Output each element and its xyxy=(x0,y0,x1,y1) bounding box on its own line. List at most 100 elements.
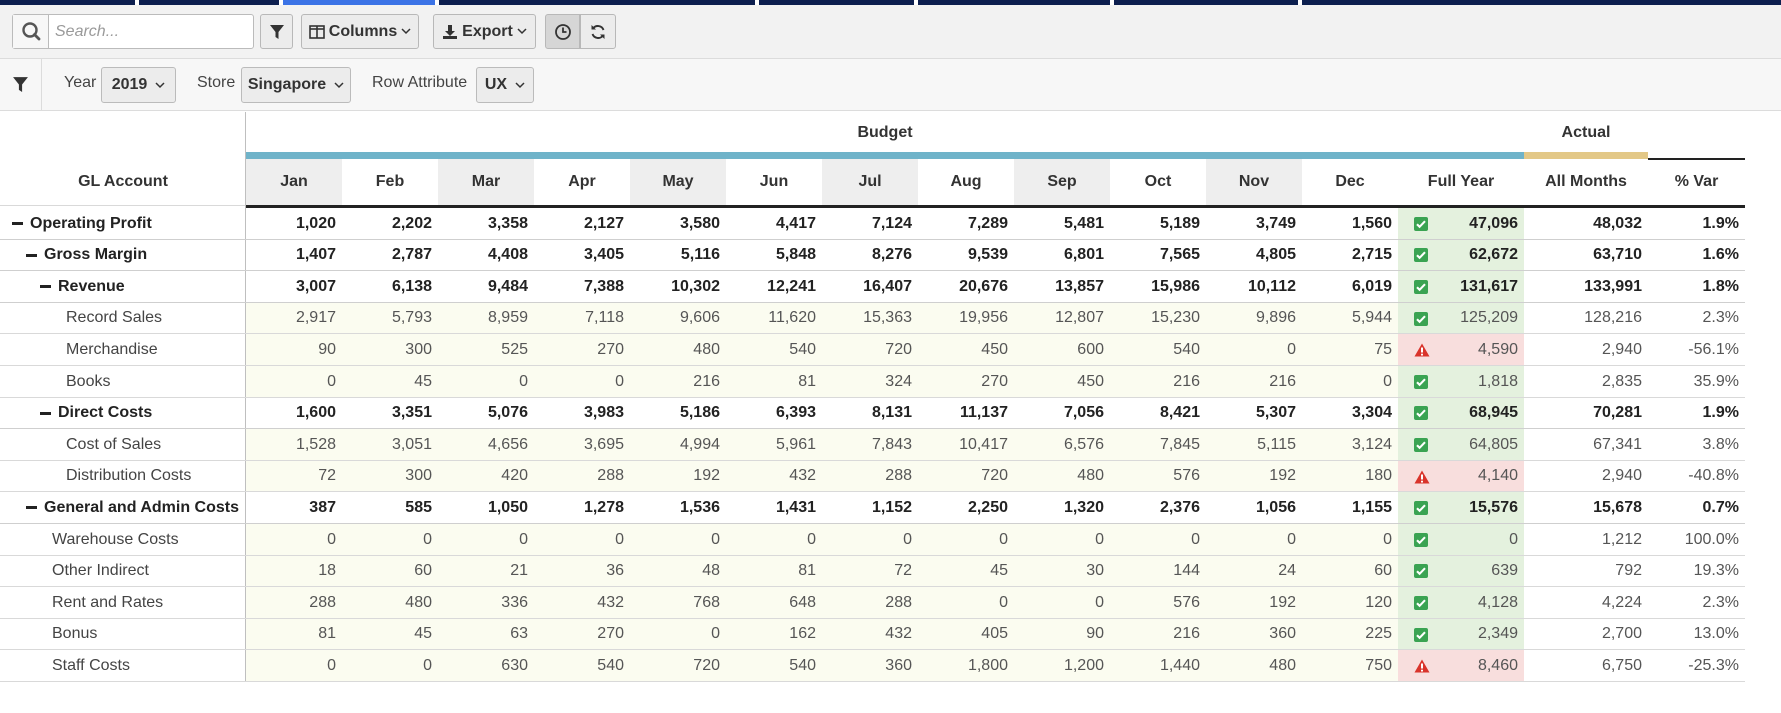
row-label: Rent and Rates xyxy=(52,587,282,618)
month-value-cell: 3,051 xyxy=(391,435,432,453)
month-value-cell: 288 xyxy=(309,593,336,611)
column-header-all-months[interactable]: All Months xyxy=(1545,173,1627,190)
search-input[interactable] xyxy=(53,18,248,45)
collapse-icon[interactable] xyxy=(12,222,23,225)
table-row[interactable]: Operating Profit 1,020 2,202 3,358 2,127 3,58… xyxy=(0,208,1745,240)
filter-toggle-button[interactable] xyxy=(260,14,293,49)
nav-tab-segment-active[interactable] xyxy=(283,0,435,5)
table-row[interactable]: Revenue 3,007 6,138 9,484 7,388 10,302 12,241 1… xyxy=(0,271,1745,303)
table-row[interactable]: General and Admin Costs 387 585 1,050 1,278 1… xyxy=(0,492,1745,524)
month-value-cell: 4,994 xyxy=(679,435,720,453)
month-value-cell: 6,801 xyxy=(1063,246,1104,264)
row-label: Direct Costs xyxy=(40,398,270,429)
month-value-cell: 72 xyxy=(894,562,912,580)
collapse-icon[interactable] xyxy=(26,506,37,510)
collapse-icon[interactable] xyxy=(40,285,51,289)
month-value-cell: 162 xyxy=(789,625,816,643)
table-row[interactable]: Bonus 81 45 63 270 0 162 432 405 90 216 360 225 2,349… xyxy=(0,618,1745,651)
column-header-aug[interactable]: Aug xyxy=(918,159,1014,205)
column-header-may[interactable]: May xyxy=(630,159,726,205)
year-select[interactable]: 2019 xyxy=(101,67,176,103)
month-value-cell: 0 xyxy=(711,530,720,548)
variance-cell: 0.7% xyxy=(1702,498,1739,516)
table-row[interactable]: Other Indirect 18 60 21 36 48 81 72 45 30 144 24 60 6… xyxy=(0,555,1745,588)
refresh-button[interactable] xyxy=(580,14,616,49)
column-header-jan[interactable]: Jan xyxy=(246,159,342,205)
row-label: General and Admin Costs xyxy=(26,492,256,523)
download-icon xyxy=(443,24,458,39)
store-value: Singapore xyxy=(247,76,327,93)
column-header-jun[interactable]: Jun xyxy=(726,159,822,205)
full-year-cell: 4,128 xyxy=(1477,593,1518,611)
month-value-cell: 1,155 xyxy=(1351,498,1392,516)
actual-cell: 2,940 xyxy=(1601,340,1642,358)
row-tint xyxy=(246,429,1398,460)
row-tint xyxy=(246,587,1398,618)
column-header-feb[interactable]: Feb xyxy=(342,159,438,205)
actual-cell: 128,216 xyxy=(1584,309,1642,327)
row-label-text: Books xyxy=(66,372,111,390)
month-value-cell: 540 xyxy=(789,340,816,358)
check-icon xyxy=(1414,595,1428,610)
nav-tab-segment[interactable] xyxy=(0,0,135,5)
export-button[interactable]: Export xyxy=(433,14,536,49)
actual-cell: 792 xyxy=(1615,562,1642,580)
nav-tab-segment[interactable] xyxy=(439,0,755,5)
row-tint xyxy=(246,650,1398,681)
actual-cell: 2,835 xyxy=(1601,372,1642,390)
column-header-sep[interactable]: Sep xyxy=(1014,159,1110,205)
month-value-cell: 300 xyxy=(405,467,432,485)
table-row[interactable]: Record Sales 2,917 5,793 8,959 7,118 9,606 11,… xyxy=(0,302,1745,335)
column-header-dec[interactable]: Dec xyxy=(1302,159,1398,205)
month-value-cell: 0 xyxy=(615,372,624,390)
month-value-cell: 2,787 xyxy=(391,246,432,264)
month-value-cell: 11,137 xyxy=(959,404,1008,422)
gl-account-header[interactable]: GL Account xyxy=(78,173,168,190)
table-row[interactable]: Warehouse Costs 0 0 0 0 0 0 0 0 0 0 0 0 0 1,212 100.0% xyxy=(0,524,1745,556)
column-header-mar[interactable]: Mar xyxy=(438,159,534,205)
table-row[interactable]: Merchandise 90 300 525 270 480 540 720 450 600 540… xyxy=(0,334,1745,366)
history-button[interactable] xyxy=(545,14,580,49)
month-value-cell: 192 xyxy=(1269,467,1296,485)
month-value-cell: 3,358 xyxy=(487,214,528,232)
column-header-oct[interactable]: Oct xyxy=(1110,159,1206,205)
table-row[interactable]: Books 0 45 0 0 216 81 324 270 450 216 216 0 1,818 2,83… xyxy=(0,366,1745,398)
row-label-text: Revenue xyxy=(58,277,125,295)
month-value-cell: 60 xyxy=(414,562,432,580)
table-row[interactable]: Direct Costs 1,600 3,351 5,076 3,983 5,186 6,3… xyxy=(0,397,1745,430)
columns-button[interactable]: Columns xyxy=(301,14,419,49)
month-value-cell: 585 xyxy=(405,498,432,516)
column-header--var[interactable]: % Var xyxy=(1674,173,1719,190)
table-row[interactable]: Rent and Rates 288 480 336 432 768 648 288 0 0 576… xyxy=(0,587,1745,619)
column-header-full-year[interactable]: Full Year xyxy=(1427,173,1495,190)
nav-tab-segment[interactable] xyxy=(1114,0,1298,5)
month-value-cell: 63 xyxy=(510,625,528,643)
search-icon xyxy=(13,15,49,48)
nav-tab-segment[interactable] xyxy=(918,0,1110,5)
table-row[interactable]: Cost of Sales 1,528 3,051 4,656 3,695 4,994 5,… xyxy=(0,429,1745,461)
row-attribute-select[interactable]: UX xyxy=(476,67,534,103)
month-value-cell: 0 xyxy=(999,530,1008,548)
nav-tab-segment[interactable] xyxy=(759,0,914,5)
collapse-icon[interactable] xyxy=(26,253,37,257)
warning-icon xyxy=(1414,659,1430,673)
row-tint xyxy=(246,524,1398,555)
column-header-apr[interactable]: Apr xyxy=(534,159,630,205)
table-row[interactable]: Staff Costs 0 0 630 540 720 540 360 1,800 1,200 1,… xyxy=(0,650,1745,682)
month-value-cell: 0 xyxy=(423,656,432,674)
check-icon xyxy=(1414,248,1428,263)
table-row[interactable]: Distribution Costs 72 300 420 288 192 432 288 72… xyxy=(0,460,1745,493)
month-value-cell: 5,307 xyxy=(1255,404,1296,422)
table-row[interactable]: Gross Margin 1,407 2,787 4,408 3,405 5,116 5,8… xyxy=(0,239,1745,272)
check-icon xyxy=(1414,564,1428,579)
month-value-cell: 216 xyxy=(693,372,720,390)
column-header-jul[interactable]: Jul xyxy=(822,159,918,205)
store-select[interactable]: Singapore xyxy=(241,67,351,103)
check-icon xyxy=(1414,374,1428,389)
month-value-cell: 5,848 xyxy=(775,246,816,264)
column-header-nov[interactable]: Nov xyxy=(1206,159,1302,205)
collapse-icon[interactable] xyxy=(40,411,51,415)
row-label: Cost of Sales xyxy=(66,429,296,460)
nav-tab-segment[interactable] xyxy=(139,0,279,5)
nav-tab-segment[interactable] xyxy=(1302,0,1781,5)
